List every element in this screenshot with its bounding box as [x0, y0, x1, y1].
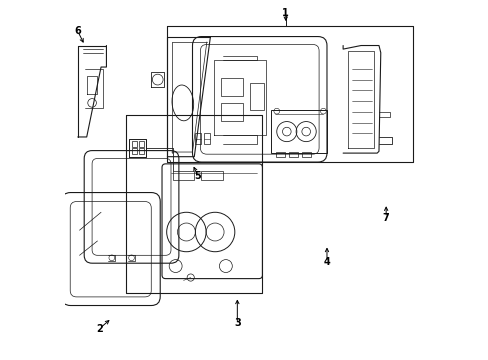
Bar [201, 171, 223, 180]
Bar [131, 148, 137, 154]
Bar [131, 141, 137, 147]
Bar [203, 134, 209, 144]
Bar [139, 148, 144, 154]
Bar [195, 134, 201, 144]
Bar [276, 152, 285, 157]
Bar [271, 110, 326, 153]
Bar [139, 141, 144, 147]
Text: 7: 7 [382, 213, 389, 222]
Text: 6: 6 [74, 26, 81, 36]
Bar [172, 171, 194, 180]
Bar [221, 78, 242, 96]
Text: 3: 3 [233, 319, 240, 328]
Bar [301, 152, 310, 157]
Text: 4: 4 [323, 257, 330, 267]
Bar [289, 152, 298, 157]
Bar [249, 83, 264, 110]
Bar [221, 103, 242, 121]
Text: 5: 5 [194, 171, 201, 181]
Text: 1: 1 [282, 8, 288, 18]
Text: 2: 2 [96, 324, 102, 334]
